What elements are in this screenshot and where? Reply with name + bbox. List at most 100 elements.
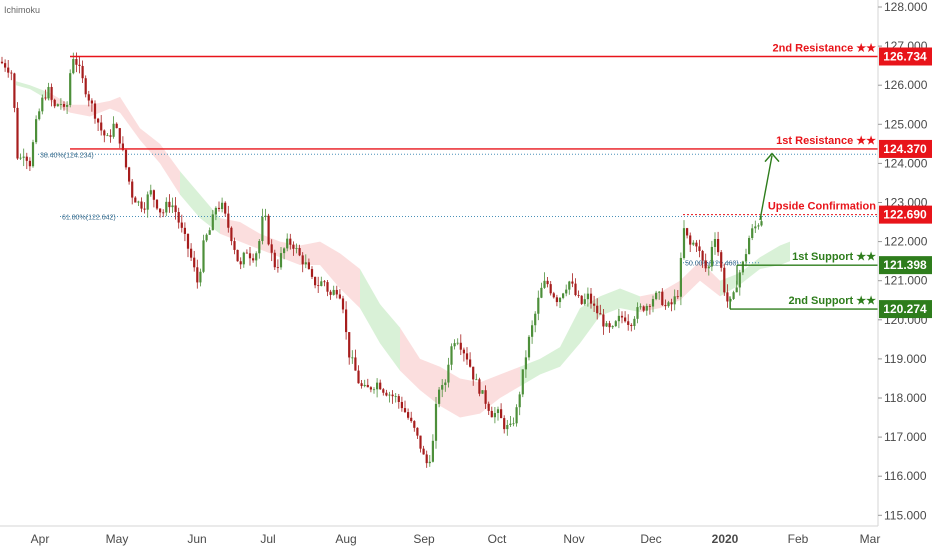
projection-arrow <box>759 152 780 221</box>
candle-body <box>261 216 264 242</box>
price-tick-label: 116.000 <box>884 469 927 483</box>
candle-body <box>655 292 658 300</box>
cloud-segment <box>180 171 200 219</box>
plot-area[interactable]: 38.40%(124.234)61.80%(122.642)50.00%(121… <box>0 43 878 468</box>
candle-body <box>97 118 100 123</box>
indicator-label: Ichimoku <box>4 5 40 15</box>
cloud-segment <box>70 104 90 117</box>
price-tick-label: 124.000 <box>884 156 928 170</box>
candle-body <box>493 413 496 418</box>
price-tick-label: 126.000 <box>884 78 928 92</box>
candle-body <box>496 409 500 414</box>
time-axis[interactable]: Apr May Jun Jul Aug Sep Oct Nov Dec 2020 Feb Mar <box>31 532 881 546</box>
candle-body <box>121 143 124 150</box>
candle-body <box>168 201 171 208</box>
cloud-segment <box>760 245 780 269</box>
candle-body <box>735 287 738 293</box>
candle-body <box>478 379 481 394</box>
candle-body <box>686 228 689 236</box>
level-name: 1st Support ★★ <box>792 251 876 263</box>
candle-body <box>47 86 50 99</box>
candle-body <box>245 252 248 254</box>
candle-body <box>552 293 555 298</box>
price-badge-text: 121.398 <box>883 258 927 272</box>
candle-body <box>329 291 332 295</box>
candle-body <box>22 156 25 158</box>
time-tick-label: Nov <box>563 532 584 546</box>
time-tick-label: Apr <box>31 532 50 546</box>
cloud-segment <box>16 81 30 90</box>
candlestick-series <box>0 52 763 468</box>
candle-body <box>543 280 546 288</box>
candle-body <box>651 299 655 307</box>
cloud-segment <box>380 304 400 371</box>
candle-body <box>211 214 214 231</box>
candle-body <box>713 239 717 247</box>
price-tick-label: 125.000 <box>884 117 928 131</box>
candle-body <box>252 258 255 261</box>
candle-body <box>630 324 633 327</box>
candle-body <box>239 261 242 265</box>
candle-body <box>633 318 636 327</box>
candle-body <box>723 267 726 293</box>
candle-body <box>611 326 614 328</box>
candle-body <box>642 306 645 311</box>
candle-body <box>363 384 366 387</box>
candle-body <box>574 283 577 296</box>
candle-body <box>323 281 326 283</box>
candle-body <box>546 280 549 285</box>
candle-body <box>258 241 261 254</box>
cloud-segment <box>780 241 790 266</box>
candle-body <box>360 383 363 387</box>
candle-body <box>338 294 341 299</box>
candle-body <box>388 394 391 396</box>
candle-body <box>317 285 320 287</box>
candle-body <box>670 302 673 305</box>
candle-body <box>639 306 642 308</box>
candle-body <box>273 252 276 268</box>
candle-body <box>732 292 735 299</box>
fib-label: 38.40%(124.234) <box>40 152 94 159</box>
candle-body <box>407 412 410 418</box>
candle-body <box>0 61 4 64</box>
candle-body <box>267 215 270 245</box>
candle-body <box>462 349 465 354</box>
candle-body <box>400 401 403 409</box>
price-tick-label: 122.000 <box>884 235 928 249</box>
candle-body <box>419 435 422 449</box>
candle-body <box>335 289 338 295</box>
candle-body <box>152 190 155 200</box>
candle-body <box>506 424 509 430</box>
candle-body <box>676 296 679 298</box>
candle-body <box>270 244 273 253</box>
candle-body <box>673 296 676 305</box>
candle-body <box>431 440 434 462</box>
candle-body <box>667 302 670 307</box>
candle-body <box>214 207 217 215</box>
candle-body <box>72 59 75 74</box>
candle-body <box>307 262 310 270</box>
candle-body <box>304 262 307 265</box>
candle-body <box>208 230 211 235</box>
candle-body <box>292 244 295 249</box>
candle-body <box>748 238 751 255</box>
candle-body <box>81 65 84 79</box>
candle-body <box>568 281 571 290</box>
candle-body <box>710 246 713 267</box>
price-badge-text: 120.274 <box>883 302 927 316</box>
candle-body <box>196 267 199 283</box>
candle-body <box>537 297 540 314</box>
candle-body <box>128 167 131 182</box>
candle-body <box>453 343 456 347</box>
candle-body <box>475 379 478 381</box>
candle-body <box>580 295 583 304</box>
candle-body <box>301 255 304 265</box>
candle-body <box>310 269 314 277</box>
candle-body <box>93 103 97 119</box>
candle-body <box>658 291 661 293</box>
candle-body <box>540 287 543 298</box>
candle-body <box>602 314 605 327</box>
candle-body <box>707 266 710 269</box>
time-tick-label: Dec <box>640 532 661 546</box>
